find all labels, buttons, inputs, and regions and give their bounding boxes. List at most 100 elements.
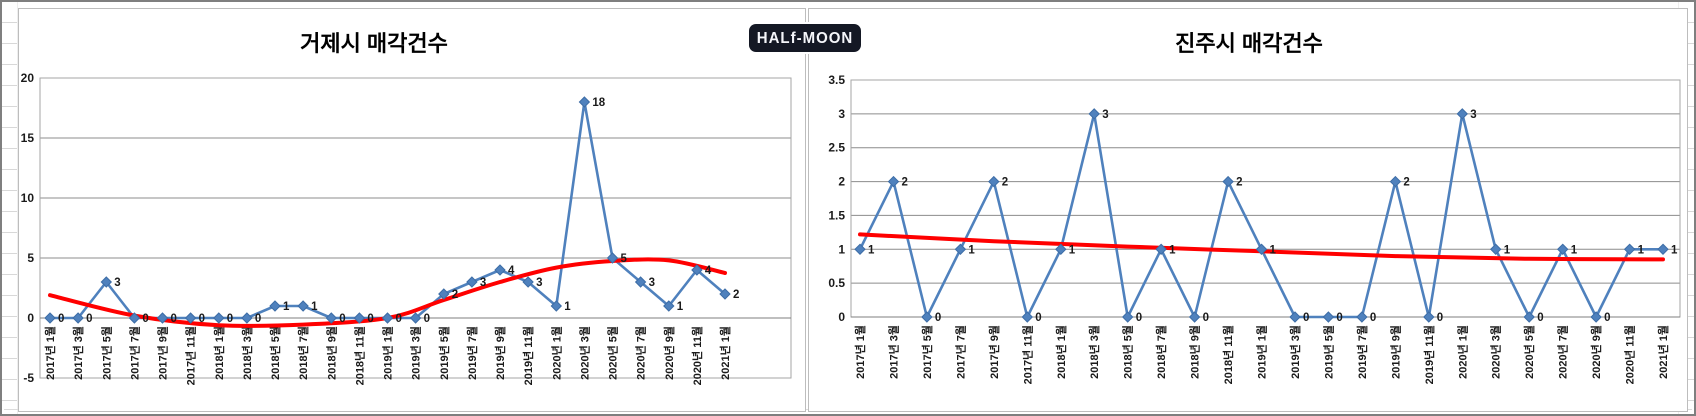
data-label: 0 (1437, 312, 1443, 324)
x-tick-label: 2017년 1월 (853, 325, 867, 379)
data-point-marker (988, 175, 1000, 188)
data-point-marker (1423, 311, 1435, 323)
x-tick-label: 2020년 11월 (1623, 325, 1637, 384)
y-tick-label: 0.5 (828, 276, 845, 290)
x-tick-label: 2020년 5월 (1522, 325, 1536, 379)
x-tick-label: 2019년 3월 (409, 326, 423, 380)
data-label: 1 (677, 301, 684, 313)
data-label: 0 (339, 313, 345, 325)
x-tick-label: 2017년 9월 (987, 325, 1001, 379)
y-tick-label: 1.5 (828, 208, 845, 222)
y-tick-label: 3.5 (828, 73, 845, 87)
data-label: 1 (564, 301, 571, 313)
x-tick-label: 2019년 9월 (493, 326, 507, 380)
data-point-marker (578, 96, 591, 108)
data-point-marker (1523, 311, 1535, 323)
data-label: 3 (1470, 109, 1476, 121)
data-label: 0 (1604, 312, 1610, 324)
data-point-marker (854, 243, 866, 255)
data-point-marker (522, 276, 534, 288)
plot-area-border (850, 79, 1681, 318)
data-point-marker (1623, 243, 1636, 255)
gridlines (851, 79, 1680, 318)
data-point-marker (954, 243, 967, 255)
y-tick-label: 10 (21, 191, 35, 205)
data-point-marker (494, 264, 506, 276)
data-point-marker (156, 312, 169, 324)
data-label: 0 (1203, 312, 1209, 324)
x-tick-label: 2017년 9월 (156, 326, 170, 380)
data-label: 3 (1102, 109, 1108, 121)
data-point-marker (409, 312, 422, 324)
half-moon-logo: HALf-MOON (749, 24, 861, 52)
x-tick-label: 2020년 1월 (1455, 325, 1469, 379)
x-tick-label: 2020년 7월 (1556, 325, 1570, 379)
data-point-marker (1556, 243, 1569, 255)
data-label: 2 (452, 289, 458, 301)
data-point-marker (1590, 311, 1602, 323)
y-tick-label: 0 (27, 311, 34, 325)
data-label: 4 (508, 265, 515, 277)
data-point-marker (381, 312, 394, 324)
data-point-markers (854, 108, 1669, 323)
data-label: 2 (1403, 177, 1409, 189)
data-label: 0 (171, 313, 177, 325)
y-axis-labels: 20 15 10 5 0 -5 (21, 71, 35, 385)
data-label: 1 (1069, 244, 1076, 256)
data-label: 0 (86, 313, 92, 325)
x-tick-label: 2018년 5월 (268, 326, 282, 380)
chart-geoje-sales-count[interactable]: 20 15 10 5 0 -5 2017년 1월 2017년 3월 2017년 5월 2017년 … (18, 8, 806, 412)
chart-title: 거제시 매각건수 (300, 31, 448, 56)
x-tick-label: 2019년 5월 (1321, 325, 1335, 379)
data-label: 2 (733, 289, 739, 301)
data-label: 3 (480, 277, 486, 289)
x-tick-label: 2020년 1월 (549, 326, 563, 380)
y-axis-labels: 3.5 3 2.5 2 1.5 1 0.5 0 (828, 73, 845, 324)
data-point-marker (353, 312, 366, 324)
x-tick-label: 2018년 3월 (240, 326, 254, 380)
data-label: 1 (1270, 244, 1277, 256)
x-tick-label: 2019년 1월 (1255, 325, 1269, 379)
data-label: 0 (424, 313, 430, 325)
x-tick-label: 2019년 9월 (1388, 325, 1402, 379)
x-tick-label: 2020년 3월 (577, 326, 591, 380)
data-label: 0 (199, 313, 205, 325)
chart-title: 진주시 매각건수 (1175, 31, 1323, 56)
x-tick-label: 2019년 3월 (1288, 325, 1302, 379)
data-label: 0 (1537, 312, 1543, 324)
data-label: 1 (311, 301, 318, 313)
data-label: 0 (1336, 312, 1342, 324)
x-axis-labels: 2017년 1월 2017년 3월 2017년 5월 2017년 7월 2017년 9월… (43, 326, 732, 385)
x-tick-label: 2019년 11월 (521, 326, 535, 385)
x-tick-label: 2017년 7월 (127, 326, 141, 380)
x-tick-label: 2017년 3월 (71, 326, 85, 380)
data-point-marker (325, 312, 338, 324)
data-label: 5 (621, 253, 628, 265)
data-label: 3 (649, 277, 655, 289)
half-moon-logo-text: HALf-MOON (756, 29, 854, 47)
x-tick-label: 2018년 5월 (1121, 325, 1135, 379)
chart-jinju-sales-count[interactable]: 3.5 3 2.5 2 1.5 1 0.5 0 2017년 1월 2017년 3월 2017년 5월… (808, 8, 1688, 412)
data-labels: 1 2 0 1 2 0 1 3 0 1 0 2 1 0 0 0 2 0 3 1 0 1 0 1 1 (868, 109, 1678, 324)
data-point-markers (44, 96, 731, 324)
data-label: 0 (1035, 312, 1041, 324)
data-label: 0 (1136, 312, 1142, 324)
x-tick-label: 2021년 1월 (1656, 325, 1670, 379)
data-label: 1 (868, 244, 875, 256)
x-tick-label: 2017년 11월 (1020, 325, 1034, 384)
x-tick-label: 2018년 9월 (1188, 325, 1202, 379)
series-line (50, 100, 726, 320)
x-tick-label: 2018년 7월 (296, 326, 310, 380)
data-point-marker (1322, 311, 1335, 323)
x-tick-label: 2020년 3월 (1489, 325, 1503, 379)
jinju-line-chart-canvas[interactable]: 3.5 3 2.5 2 1.5 1 0.5 0 2017년 1월 2017년 3월 2017년 5월… (809, 9, 1687, 411)
data-point-marker (1155, 243, 1167, 255)
x-tick-label: 2018년 7월 (1154, 325, 1168, 379)
x-tick-label: 2017년 3월 (887, 325, 901, 379)
data-point-marker (438, 288, 450, 300)
x-axis-labels: 2017년 1월 2017년 3월 2017년 5월 2017년 7월 2017년 9월… (853, 325, 1670, 384)
x-tick-label: 2020년 5월 (606, 326, 620, 380)
x-tick-label: 2018년 1월 (1054, 325, 1068, 379)
data-point-marker (1356, 311, 1368, 323)
